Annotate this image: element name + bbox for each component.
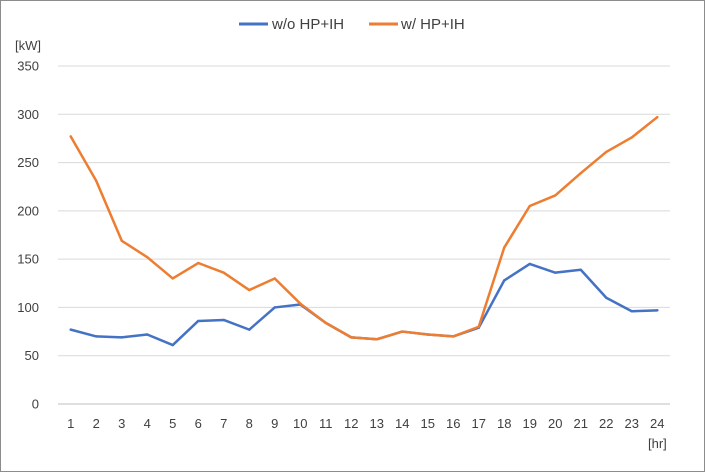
x-tick-label-5: 5 xyxy=(169,416,176,431)
x-tick-label-13: 13 xyxy=(370,416,384,431)
x-tick-label-22: 22 xyxy=(599,416,613,431)
x-axis-ticks: 1 2 3 4 5 6 7 8 9 10 11 12 13 14 15 16 17 18 19 20 21 22 23 24 xyxy=(67,416,664,431)
data-point-s1-20 xyxy=(554,194,557,197)
y-tick-label-250: 250 xyxy=(17,155,39,170)
data-point-s1-24 xyxy=(656,115,659,119)
data-point-s1-2 xyxy=(95,179,98,183)
data-point-s0-18 xyxy=(503,279,506,282)
data-point-s1-19 xyxy=(528,204,531,208)
data-point-s1-7 xyxy=(222,271,225,274)
data-point-s1-18 xyxy=(503,246,506,249)
legend-label-w-hp-ih: w/ HP+IH xyxy=(400,16,465,33)
x-tick-label-11: 11 xyxy=(319,416,333,431)
x-tick-label-8: 8 xyxy=(246,416,253,431)
x-tick-label-17: 17 xyxy=(472,416,486,431)
x-tick-label-16: 16 xyxy=(446,416,460,431)
x-tick-label-10: 10 xyxy=(293,416,307,431)
data-point-s1-10 xyxy=(299,302,302,305)
series-lines xyxy=(69,115,659,347)
x-tick-label-9: 9 xyxy=(271,416,278,431)
y-tick-label-50: 50 xyxy=(25,348,39,363)
x-tick-label-15: 15 xyxy=(421,416,435,431)
data-point-s1-22 xyxy=(605,150,608,154)
data-point-s1-9 xyxy=(273,277,276,280)
series-line-0 xyxy=(69,262,659,347)
x-tick-label-19: 19 xyxy=(523,416,537,431)
data-point-s0-22 xyxy=(605,296,608,299)
y-tick-label-150: 150 xyxy=(17,252,39,267)
data-point-s1-6 xyxy=(197,261,200,265)
data-point-s1-23 xyxy=(630,136,633,139)
data-point-s1-13 xyxy=(375,338,378,341)
data-point-s1-11 xyxy=(324,321,327,325)
y-axis-unit-label: [kW] xyxy=(15,38,41,53)
data-point-s1-5 xyxy=(171,277,174,280)
data-point-s0-6 xyxy=(197,319,200,323)
data-point-s0-7 xyxy=(222,318,225,322)
x-tick-label-2: 2 xyxy=(93,416,100,431)
x-axis-unit-label: [hr] xyxy=(648,436,667,451)
x-tick-label-23: 23 xyxy=(625,416,639,431)
data-point-s0-20 xyxy=(554,271,557,274)
data-point-s1-3 xyxy=(120,239,123,242)
gridlines xyxy=(58,65,670,405)
y-axis-ticks: 0 50 100 150 200 250 300 350 xyxy=(17,59,39,412)
data-point-s0-4 xyxy=(146,333,149,336)
data-point-s1-4 xyxy=(146,256,149,259)
data-point-s1-16 xyxy=(452,335,455,338)
x-tick-label-7: 7 xyxy=(220,416,227,431)
x-tick-label-14: 14 xyxy=(395,416,409,431)
x-tick-label-3: 3 xyxy=(118,416,125,431)
data-point-s0-19 xyxy=(528,262,531,266)
series-line-1 xyxy=(69,115,659,341)
data-point-s0-1 xyxy=(69,328,72,331)
x-tick-label-24: 24 xyxy=(650,416,664,431)
data-point-s0-3 xyxy=(120,336,123,339)
data-point-s0-9 xyxy=(273,306,276,309)
y-tick-label-0: 0 xyxy=(32,397,39,412)
x-tick-label-6: 6 xyxy=(195,416,202,431)
data-point-s0-2 xyxy=(95,335,98,338)
y-tick-label-200: 200 xyxy=(17,203,39,218)
x-tick-label-20: 20 xyxy=(548,416,562,431)
x-tick-label-4: 4 xyxy=(144,416,151,431)
y-tick-label-350: 350 xyxy=(17,59,39,74)
data-point-s0-5 xyxy=(171,343,174,347)
legend: w/o HP+IH w/ HP+IH xyxy=(239,16,465,33)
y-tick-label-100: 100 xyxy=(17,300,39,315)
data-point-s0-21 xyxy=(579,268,582,271)
x-tick-label-12: 12 xyxy=(344,416,358,431)
data-point-s1-17 xyxy=(477,325,480,328)
data-point-s1-8 xyxy=(248,288,251,292)
data-point-s0-23 xyxy=(630,310,633,313)
data-point-s1-15 xyxy=(426,333,429,336)
data-point-s1-21 xyxy=(579,171,582,175)
data-point-s1-12 xyxy=(350,336,353,339)
data-point-s0-8 xyxy=(248,328,251,331)
x-tick-label-1: 1 xyxy=(67,416,74,431)
data-point-s1-14 xyxy=(401,330,404,333)
y-tick-label-300: 300 xyxy=(17,107,39,122)
data-point-s1-1 xyxy=(69,135,72,138)
x-tick-label-18: 18 xyxy=(497,416,511,431)
legend-label-wo-hp-ih: w/o HP+IH xyxy=(271,16,344,33)
x-tick-label-21: 21 xyxy=(574,416,588,431)
data-point-s0-24 xyxy=(656,309,659,312)
